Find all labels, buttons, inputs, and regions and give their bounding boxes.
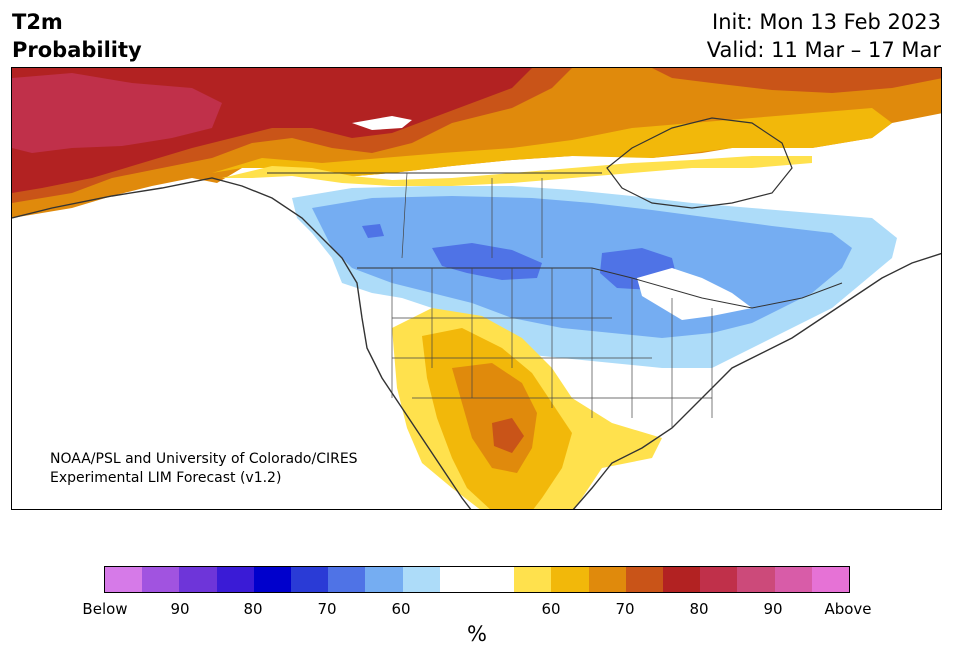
map-title: T2m Probability [12,8,142,64]
colorbar-segment [700,567,738,592]
colorbar-tick-above: Above [824,600,872,618]
probability-map [12,68,941,509]
colorbar-tick-60-above: 60 [541,600,561,618]
colorbar-segment [588,567,626,592]
colorbar-segment [291,567,329,592]
colorbar-segment [328,567,366,592]
coastline [12,177,472,509]
colorbar-tick-70-below: 70 [317,600,337,618]
colorbar-tick-below: Below [82,600,128,618]
colorbar-segment [105,567,143,592]
colorbar-tick-90-above: 90 [763,600,783,618]
colorbar-segment [625,567,664,592]
subtitle-label: Probability [12,38,142,62]
colorbar-segment [811,567,850,592]
colorbar-unit: % [467,622,487,646]
colorbar-segment [179,567,217,592]
colorbar-tick-80-below: 80 [243,600,263,618]
colorbar-segment [663,567,701,592]
init-date: Init: Mon 13 Feb 2023 [712,10,941,34]
credit-line-1: NOAA/PSL and University of Colorado/CIRE… [50,451,358,467]
below-region-strong-small [362,224,384,238]
colorbar-segment [774,567,812,592]
hudson-bay [606,117,793,209]
colorbar-segment [216,567,254,592]
colorbar-segment [551,567,589,592]
colorbar-segment [737,567,775,592]
colorbar-segment [253,567,292,592]
white-gap-canada [352,116,412,130]
colorbar-segment [142,567,180,592]
state-borders [391,172,713,428]
colorbar-tick-70-above: 70 [615,600,635,618]
colorbar-segment [477,567,515,592]
colorbar-tick-60-below: 60 [391,600,411,618]
credit-text: NOAA/PSL and University of Colorado/CIRE… [50,450,358,488]
variable-label: T2m [12,10,63,34]
colorbar-segment [365,567,403,592]
above-region-alaska-crimson [12,73,222,153]
colorbar-segment [402,567,440,592]
above-region-southwest-dark [492,418,524,453]
colorbar-tick-90-below: 90 [170,600,190,618]
valid-range: Valid: 11 Mar – 17 Mar [706,38,941,62]
coastline-east [572,252,941,509]
map-panel: NOAA/PSL and University of Colorado/CIRE… [11,67,942,510]
above-region-north-lightyellow [222,156,812,186]
great-lakes [637,268,752,320]
below-region-strong-west [432,243,542,280]
colorbar-tick-80-above: 80 [689,600,709,618]
credit-line-2: Experimental LIM Forecast (v1.2) [50,470,282,486]
forecast-dates: Init: Mon 13 Feb 2023 Valid: 11 Mar – 17… [707,8,941,64]
colorbar-segment [514,567,552,592]
above-region-north-yellow [212,108,892,178]
above-region-arctic-dark [652,68,941,93]
colorbar-segment [439,567,478,592]
colorbar [104,566,850,593]
